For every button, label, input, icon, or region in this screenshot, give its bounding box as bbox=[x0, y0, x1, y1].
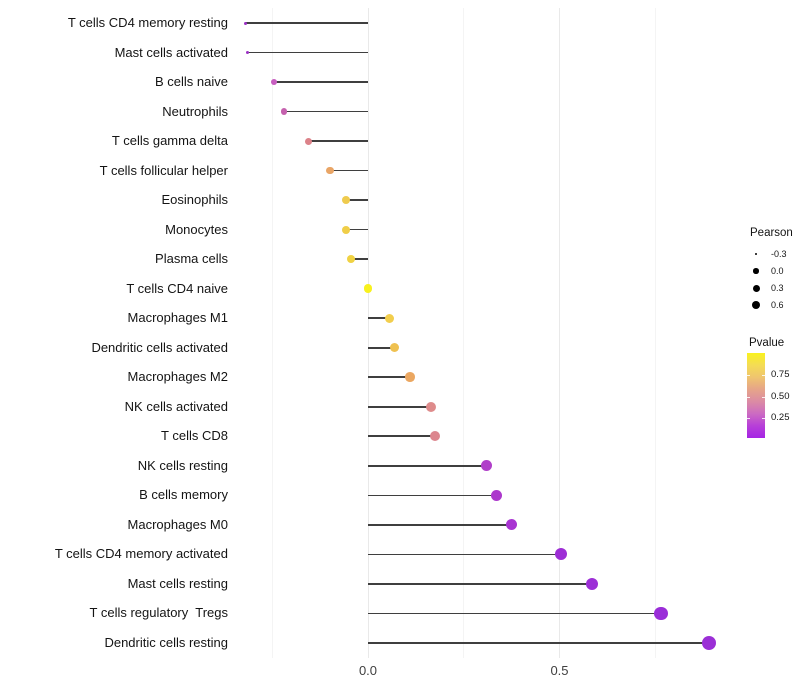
gridline-major bbox=[559, 8, 560, 658]
row-label: T cells CD8 bbox=[161, 428, 228, 444]
lollipop-stem bbox=[368, 346, 395, 349]
lollipop-dot bbox=[654, 606, 668, 621]
lollipop-stem bbox=[368, 524, 512, 526]
lollipop-stem bbox=[368, 494, 497, 497]
row-label: Monocytes bbox=[165, 221, 228, 237]
row-label: Mast cells activated bbox=[114, 44, 228, 60]
lollipop-dot bbox=[271, 79, 278, 85]
pearson-key-dot bbox=[752, 284, 760, 292]
lollipop-dot bbox=[405, 372, 415, 382]
lollipop-dot bbox=[384, 313, 394, 323]
row-label: T cells gamma delta bbox=[111, 133, 228, 149]
row-label: Dendritic cells resting bbox=[104, 634, 228, 650]
gridline-minor bbox=[654, 8, 656, 658]
lollipop-stem bbox=[368, 642, 709, 644]
row-label: T cells regulatory Tregs bbox=[89, 605, 228, 621]
row-label: Neutrophils bbox=[162, 103, 228, 119]
lollipop-stem bbox=[351, 258, 368, 260]
pearson-key-label: 0.0 bbox=[771, 266, 784, 276]
lollipop-dot bbox=[490, 489, 502, 501]
row-label: NK cells resting bbox=[137, 457, 228, 473]
lollipop-stem bbox=[368, 465, 487, 467]
pvalue-tick-label: 0.75 bbox=[771, 369, 790, 380]
lollipop-dot bbox=[505, 519, 518, 531]
pvalue-colorbar-tick bbox=[762, 396, 765, 398]
lollipop-dot bbox=[701, 635, 716, 650]
lollipop-dot bbox=[426, 401, 437, 412]
pearson-key-label: 0.3 bbox=[771, 283, 784, 293]
row-label: T cells CD4 memory resting bbox=[67, 15, 228, 30]
lollipop-dot bbox=[363, 284, 373, 293]
pvalue-colorbar-tick bbox=[762, 418, 765, 419]
lollipop-dot bbox=[341, 225, 350, 234]
row-label: T cells follicular helper bbox=[99, 162, 228, 178]
row-label: Macrophages M2 bbox=[127, 369, 228, 385]
lollipop-dot bbox=[245, 50, 250, 55]
x-tick-label: 0.5 bbox=[550, 663, 569, 678]
pvalue-colorbar-tick bbox=[762, 375, 765, 376]
lollipop-stem bbox=[247, 51, 368, 54]
lollipop-dot bbox=[390, 343, 400, 353]
lollipop-dot bbox=[430, 431, 441, 442]
row-label: T cells CD4 memory activated bbox=[54, 546, 228, 562]
pvalue-tick-label: 0.25 bbox=[771, 412, 790, 423]
lollipop-stem bbox=[274, 81, 368, 83]
lollipop-stem bbox=[368, 583, 593, 585]
row-label: Dendritic cells activated bbox=[91, 339, 228, 355]
row-label: Mast cells resting bbox=[127, 575, 228, 591]
pearson-key-label: -0.3 bbox=[771, 249, 787, 259]
row-label: B cells naive bbox=[155, 74, 228, 90]
lollipop-dot bbox=[243, 21, 247, 25]
lollipop-stem bbox=[368, 435, 436, 438]
pearson-key-dot bbox=[751, 300, 761, 310]
x-tick-label: 0.0 bbox=[358, 663, 378, 678]
lollipop-dot bbox=[555, 548, 568, 561]
pearson-key-dot bbox=[754, 252, 758, 256]
gridline-minor bbox=[271, 8, 273, 658]
lollipop-stem bbox=[345, 199, 368, 201]
gridline-minor bbox=[463, 8, 465, 658]
lollipop-dot bbox=[341, 196, 350, 205]
pvalue-legend-title: Pvalue bbox=[749, 337, 785, 349]
row-label: NK cells activated bbox=[124, 398, 228, 414]
row-label: B cells memory bbox=[139, 487, 228, 503]
row-label: Macrophages M1 bbox=[127, 310, 228, 326]
lollipop-dot bbox=[280, 108, 287, 115]
lollipop-stem bbox=[368, 376, 411, 379]
lollipop-stem bbox=[368, 612, 661, 615]
row-label: T cells CD4 naive bbox=[126, 280, 228, 296]
lollipop-stem bbox=[368, 405, 432, 408]
lollipop-dot bbox=[481, 460, 493, 472]
row-label: Plasma cells bbox=[155, 251, 228, 267]
pearson-legend-title: Pearson bbox=[750, 227, 793, 239]
gridline-major bbox=[367, 8, 369, 658]
lollipop-dot bbox=[347, 255, 356, 264]
lollipop-dot bbox=[305, 137, 313, 145]
row-label: Macrophages M0 bbox=[127, 516, 228, 532]
pvalue-colorbar-tick bbox=[747, 418, 750, 419]
lollipop-dot bbox=[585, 577, 599, 591]
lollipop-dot bbox=[325, 166, 334, 175]
lollipop-stem bbox=[329, 169, 368, 172]
row-label: Eosinophils bbox=[161, 192, 229, 208]
pearson-key-dot bbox=[753, 268, 759, 274]
lollipop-stem bbox=[308, 140, 368, 142]
pvalue-tick-label: 0.50 bbox=[771, 390, 790, 402]
lollipop-stem bbox=[345, 228, 368, 231]
lollipop-stem bbox=[245, 22, 368, 24]
lollipop-stem bbox=[368, 553, 562, 556]
pvalue-colorbar-tick bbox=[747, 375, 750, 376]
lollipop-stem bbox=[283, 110, 368, 113]
pvalue-colorbar-tick bbox=[747, 396, 750, 398]
pearson-key-label: 0.6 bbox=[771, 300, 784, 310]
pvalue-colorbar bbox=[747, 353, 765, 438]
lollipop-stem bbox=[368, 317, 390, 319]
